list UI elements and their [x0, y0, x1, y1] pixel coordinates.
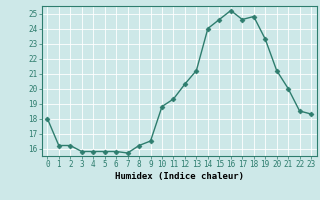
X-axis label: Humidex (Indice chaleur): Humidex (Indice chaleur)	[115, 172, 244, 181]
